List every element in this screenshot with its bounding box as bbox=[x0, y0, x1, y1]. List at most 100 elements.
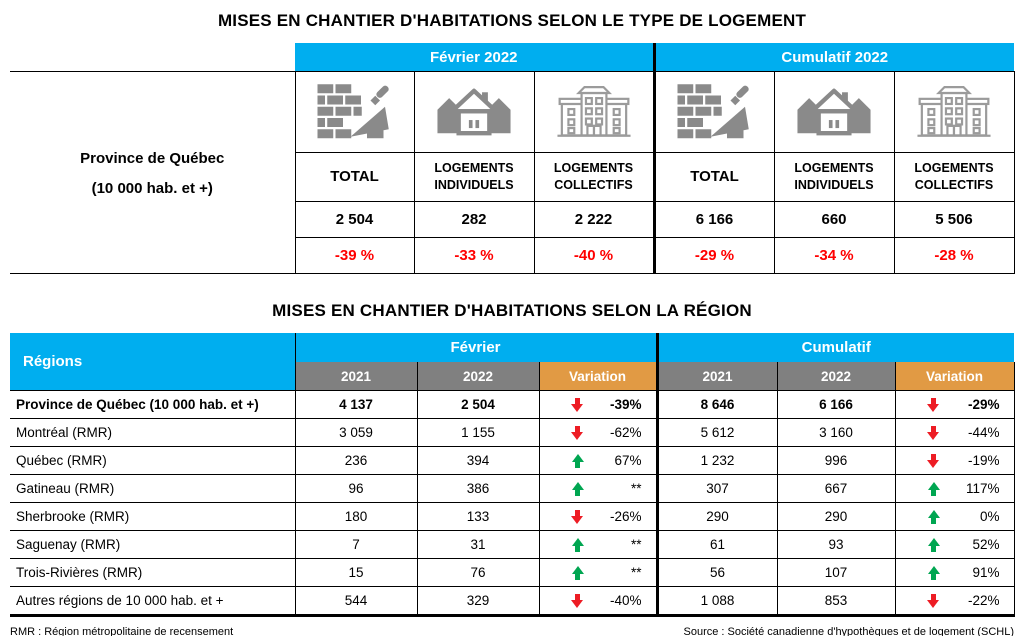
variation-value: -29% bbox=[968, 397, 1000, 412]
variation-arrow-icon bbox=[571, 566, 584, 580]
variation-arrow-icon bbox=[926, 593, 940, 608]
footnotes-left: RMR : Région métropolitaine de recenseme… bbox=[10, 624, 233, 636]
fev-2022-value: 394 bbox=[416, 446, 540, 475]
cum-variation-cell: 91% bbox=[894, 558, 1015, 587]
fev-variation-cell: -40% bbox=[538, 586, 658, 617]
cum-2021-value: 56 bbox=[655, 558, 778, 587]
variation-arrow-icon bbox=[571, 538, 584, 552]
cum-variation-cell: 117% bbox=[894, 474, 1015, 503]
bricks-trowel-icon bbox=[317, 84, 389, 139]
variation-value: 117% bbox=[965, 481, 1000, 496]
house-icon bbox=[797, 88, 871, 136]
column-header-collectifs: LOGEMENTS COLLECTIFS bbox=[893, 152, 1015, 202]
subheader-2021: 2021 bbox=[655, 362, 778, 391]
icon-cell bbox=[893, 71, 1015, 153]
house-icon bbox=[437, 88, 511, 136]
variation-value: -40% bbox=[609, 593, 642, 608]
variation-value: ** bbox=[630, 537, 642, 552]
type-table: Février 2022 Cumulatif 2022 Province de … bbox=[10, 43, 1015, 274]
region-table-title: MISES EN CHANTIER D'HABITATIONS SELON LA… bbox=[272, 301, 752, 320]
variation-value: ** bbox=[630, 481, 642, 496]
region-name: Sherbrooke (RMR) bbox=[10, 502, 296, 531]
region-table: Régions Février Cumulatif 2021 2022 Vari… bbox=[10, 333, 1015, 617]
icon-cell bbox=[413, 71, 535, 153]
fev-variation-cell: -26% bbox=[538, 502, 658, 531]
variation-value: 52% bbox=[972, 537, 1000, 552]
value-cell: 282 bbox=[413, 201, 535, 238]
column-header-total: TOTAL bbox=[294, 152, 415, 202]
table-row: Trois-Rivières (RMR) 15 76 ** 56 107 91% bbox=[10, 558, 1015, 587]
variation-arrow-icon bbox=[570, 593, 584, 608]
subheader-2021: 2021 bbox=[294, 362, 418, 391]
value-cell: 5 506 bbox=[893, 201, 1015, 238]
variation-value: 67% bbox=[614, 453, 642, 468]
variation-cell: -39 % bbox=[294, 237, 415, 274]
cum-2022-value: 107 bbox=[776, 558, 896, 587]
fev-2021-value: 236 bbox=[294, 446, 418, 475]
fev-variation-cell: 67% bbox=[538, 446, 658, 475]
cum-2021-value: 8 646 bbox=[655, 390, 778, 419]
group-header-cumulatif: Cumulatif bbox=[655, 333, 1015, 362]
row-label-line1: Province de Québec bbox=[80, 150, 225, 167]
variation-value: -22% bbox=[968, 593, 1000, 608]
variation-cell: -29 % bbox=[652, 237, 775, 274]
fev-variation-cell: -62% bbox=[538, 418, 658, 447]
fev-variation-cell: ** bbox=[538, 558, 658, 587]
fev-2022-value: 1 155 bbox=[416, 418, 540, 447]
building-icon bbox=[917, 86, 991, 137]
cum-variation-cell: -29% bbox=[894, 390, 1015, 419]
value-cell: 2 222 bbox=[533, 201, 655, 238]
cum-2021-value: 61 bbox=[655, 530, 778, 559]
subheader-variation: Variation bbox=[894, 362, 1015, 391]
icon-cell bbox=[773, 71, 895, 153]
cum-2021-value: 290 bbox=[655, 502, 778, 531]
table-row: Saguenay (RMR) 7 31 ** 61 93 52% bbox=[10, 530, 1015, 559]
cum-2021-value: 5 612 bbox=[655, 418, 778, 447]
fev-2022-value: 2 504 bbox=[416, 390, 540, 419]
icon-cell bbox=[294, 71, 415, 153]
variation-arrow-icon bbox=[927, 510, 940, 524]
variation-cell: -33 % bbox=[413, 237, 535, 274]
cum-variation-cell: -44% bbox=[894, 418, 1015, 447]
fev-2021-value: 180 bbox=[294, 502, 418, 531]
column-header-individuels: LOGEMENTS INDIVIDUELS bbox=[413, 152, 535, 202]
group-header-cumulatif-2022: Cumulatif 2022 bbox=[652, 43, 1014, 72]
cum-2022-value: 667 bbox=[776, 474, 896, 503]
variation-value: -44% bbox=[968, 425, 1000, 440]
footnote-source: Source : Société canadienne d'hypothèque… bbox=[683, 626, 1014, 636]
region-name: Saguenay (RMR) bbox=[10, 530, 296, 559]
cum-2021-value: 1 232 bbox=[655, 446, 778, 475]
variation-value: 91% bbox=[972, 565, 1000, 580]
icon-cell bbox=[533, 71, 655, 153]
fev-variation-cell: ** bbox=[538, 474, 658, 503]
column-header-total: TOTAL bbox=[652, 152, 775, 202]
fev-variation-cell: ** bbox=[538, 530, 658, 559]
building-icon bbox=[556, 86, 631, 137]
region-name: Gatineau (RMR) bbox=[10, 474, 296, 503]
row-label-province: Province de Québec (10 000 hab. et +) bbox=[10, 71, 295, 274]
variation-arrow-icon bbox=[927, 566, 940, 580]
variation-arrow-icon bbox=[571, 454, 584, 468]
corner-cell bbox=[10, 43, 295, 72]
cum-variation-cell: 0% bbox=[894, 502, 1015, 531]
regions-header: Régions bbox=[10, 333, 296, 391]
region-name: Montréal (RMR) bbox=[10, 418, 296, 447]
variation-value: 0% bbox=[980, 509, 1000, 524]
fev-2021-value: 96 bbox=[294, 474, 418, 503]
footnote-rmr: RMR : Région métropolitaine de recenseme… bbox=[10, 626, 234, 636]
fev-2021-value: 544 bbox=[294, 586, 418, 617]
cum-2022-value: 3 160 bbox=[776, 418, 896, 447]
fev-2021-value: 15 bbox=[294, 558, 418, 587]
cum-2022-value: 853 bbox=[776, 586, 896, 617]
fev-2022-value: 329 bbox=[416, 586, 540, 617]
subheader-2022: 2022 bbox=[416, 362, 540, 391]
icon-cell bbox=[652, 71, 775, 153]
region-name: Trois-Rivières (RMR) bbox=[10, 558, 296, 587]
footnotes: RMR : Région métropolitaine de recenseme… bbox=[10, 624, 1014, 636]
variation-cell: -28 % bbox=[893, 237, 1015, 274]
value-cell: 2 504 bbox=[294, 201, 415, 238]
column-header-individuels: LOGEMENTS INDIVIDUELS bbox=[773, 152, 895, 202]
variation-value: ** bbox=[630, 565, 642, 580]
cum-2022-value: 6 166 bbox=[776, 390, 896, 419]
